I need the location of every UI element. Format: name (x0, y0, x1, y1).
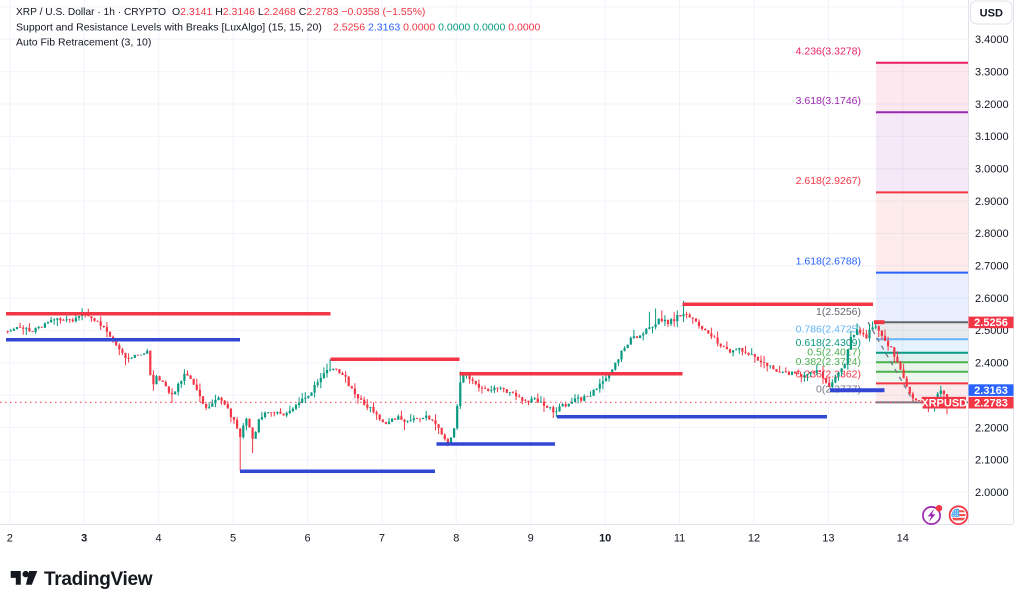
svg-text:4: 4 (156, 533, 162, 545)
svg-text:3.1000: 3.1000 (975, 131, 1009, 143)
svg-text:2: 2 (7, 533, 13, 545)
svg-text:3.618(3.1746): 3.618(3.1746) (796, 95, 861, 107)
svg-text:2.5256 2.3163 0.0000 0.0000: 2.5256 2.3163 0.0000 0.0000 0.0000 0.000… (333, 22, 541, 34)
svg-text:0.786(2.4725): 0.786(2.4725) (796, 324, 861, 336)
svg-text:2.2783: 2.2783 (974, 397, 1008, 409)
svg-text:O2.3141 H2.3146 L2.2468 C2.: O2.3141 H2.3146 L2.2468 C2.2783 −0.0358 … (172, 6, 425, 18)
svg-text:TradingView: TradingView (44, 569, 153, 590)
svg-text:2.3163: 2.3163 (974, 385, 1008, 397)
svg-text:14: 14 (897, 533, 909, 545)
svg-text:0.236(2.3362): 0.236(2.3362) (796, 369, 861, 381)
svg-text:8: 8 (453, 533, 459, 545)
svg-text:12: 12 (748, 533, 760, 545)
svg-text:2.0000: 2.0000 (975, 487, 1009, 499)
svg-text:1(2.5256): 1(2.5256) (816, 306, 861, 318)
svg-text:2.4000: 2.4000 (975, 358, 1009, 370)
svg-text:3.3000: 3.3000 (975, 67, 1009, 79)
svg-text:XRP / U.S. Dollar · 1h · CRYPT: XRP / U.S. Dollar · 1h · CRYPTO (16, 7, 166, 18)
svg-text:3.4000: 3.4000 (975, 34, 1009, 46)
svg-text:2.7000: 2.7000 (975, 261, 1009, 273)
svg-text:7: 7 (379, 533, 385, 545)
svg-text:2.2000: 2.2000 (975, 422, 1009, 434)
svg-text:0.382(2.3724): 0.382(2.3724) (796, 356, 861, 368)
svg-text:4.236(3.3278): 4.236(3.3278) (796, 45, 861, 57)
svg-text:USD: USD (980, 8, 1003, 20)
svg-text:6: 6 (304, 533, 310, 545)
svg-text:2.8000: 2.8000 (975, 228, 1009, 240)
svg-text:1.618(2.6788): 1.618(2.6788) (796, 255, 861, 267)
svg-text:2.6000: 2.6000 (975, 293, 1009, 305)
svg-text:3: 3 (81, 533, 87, 545)
svg-text:Auto Fib Retracement (3, 10): Auto Fib Retracement (3, 10) (16, 37, 151, 49)
svg-text:5: 5 (230, 533, 236, 545)
svg-text:11: 11 (674, 533, 685, 545)
svg-text:10: 10 (599, 533, 611, 545)
svg-text:2.9000: 2.9000 (975, 196, 1009, 208)
svg-text:XRPUSD: XRPUSD (921, 397, 967, 409)
svg-text:9: 9 (528, 533, 534, 545)
svg-text:2.618(2.9267): 2.618(2.9267) (796, 175, 861, 187)
svg-text:0.618(2.4309): 0.618(2.4309) (796, 337, 861, 349)
svg-text:13: 13 (822, 533, 834, 545)
svg-text:Support and Resistance Levels: Support and Resistance Levels with Break… (16, 22, 322, 34)
svg-text:3.2000: 3.2000 (975, 99, 1009, 111)
svg-text:2.1000: 2.1000 (975, 455, 1009, 467)
svg-text:3.0000: 3.0000 (975, 164, 1009, 176)
svg-text:2.5256: 2.5256 (974, 317, 1008, 329)
